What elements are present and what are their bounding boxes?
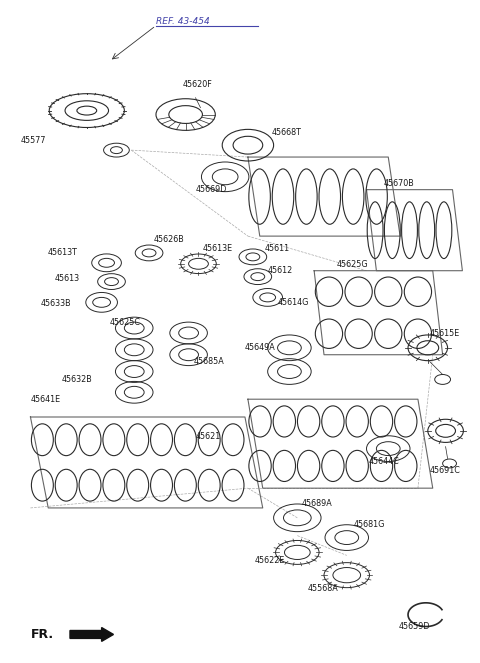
Text: 45612: 45612 <box>268 267 293 275</box>
Text: 45685A: 45685A <box>193 357 224 366</box>
Text: 45641E: 45641E <box>30 394 60 404</box>
Text: 45577: 45577 <box>21 136 46 145</box>
Text: 45632B: 45632B <box>62 375 93 384</box>
Text: 45620F: 45620F <box>183 80 213 90</box>
Text: 45613: 45613 <box>54 274 79 283</box>
Text: 45568A: 45568A <box>307 585 338 593</box>
Text: 45649A: 45649A <box>245 343 276 352</box>
Text: 45670B: 45670B <box>384 179 414 188</box>
Text: 45626B: 45626B <box>154 235 185 243</box>
Text: 45659D: 45659D <box>398 622 430 631</box>
Text: 45615E: 45615E <box>430 330 460 339</box>
Text: FR.: FR. <box>30 628 54 641</box>
Text: 45689A: 45689A <box>301 499 332 509</box>
Text: 45622E: 45622E <box>255 556 285 565</box>
Text: 45681G: 45681G <box>354 520 385 529</box>
Text: REF. 43-454: REF. 43-454 <box>156 17 210 26</box>
Text: 45614G: 45614G <box>277 298 309 307</box>
Text: 45669D: 45669D <box>195 185 227 194</box>
FancyArrow shape <box>70 628 113 641</box>
Text: 45625G: 45625G <box>337 261 369 269</box>
Text: 45691C: 45691C <box>430 466 461 475</box>
Text: 45613E: 45613E <box>203 245 233 253</box>
Text: 45621: 45621 <box>195 432 221 442</box>
Text: 45613T: 45613T <box>47 249 77 257</box>
Text: 45668T: 45668T <box>272 128 301 137</box>
Text: 45644C: 45644C <box>369 457 399 466</box>
Text: 45633B: 45633B <box>40 299 71 308</box>
Text: 45611: 45611 <box>264 245 290 253</box>
Text: 45625C: 45625C <box>109 318 141 327</box>
